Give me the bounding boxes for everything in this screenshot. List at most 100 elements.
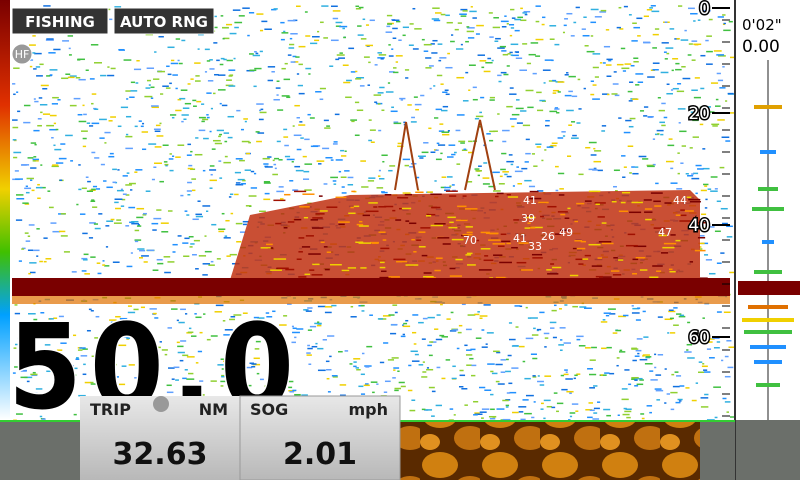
mode-label[interactable]: FISHING: [25, 13, 95, 31]
sonar-speck: [495, 363, 503, 366]
sonar-speck: [178, 62, 183, 65]
sonar-speck: [680, 162, 684, 164]
sonar-speck: [16, 198, 25, 200]
sonar-speck: [257, 318, 261, 321]
school-speck: [584, 254, 591, 257]
sonar-speck: [479, 411, 487, 413]
sonar-speck: [505, 404, 510, 407]
school-speck: [689, 261, 694, 263]
sonar-speck: [56, 349, 63, 351]
sonar-speck: [405, 319, 409, 322]
sonar-speck: [277, 109, 284, 111]
sonar-speck: [506, 358, 509, 361]
school-speck: [684, 210, 694, 212]
data-box[interactable]: [239, 395, 401, 480]
sonar-speck: [687, 357, 695, 359]
sonar-speck: [97, 272, 102, 275]
school-speck: [546, 269, 552, 271]
school-speck: [529, 197, 542, 200]
sonar-speck: [701, 118, 706, 120]
box-label: TRIP: [90, 400, 131, 419]
sonar-speck: [669, 317, 674, 320]
sonar-speck: [235, 183, 244, 186]
sonar-speck: [107, 383, 114, 385]
sonar-speck: [670, 408, 675, 411]
sonar-speck: [550, 144, 557, 147]
sonar-speck: [491, 59, 494, 62]
school-speck: [527, 222, 531, 224]
sonar-speck: [314, 39, 320, 42]
mode-button[interactable]: [11, 7, 109, 35]
sonar-speck: [450, 40, 455, 43]
sonar-speck: [574, 374, 578, 377]
sonar-speck: [83, 113, 87, 116]
sonar-speck: [668, 309, 674, 312]
sonar-speck: [502, 53, 509, 56]
sonar-speck: [592, 418, 600, 420]
sonar-speck: [390, 110, 398, 113]
sonar-speck: [519, 69, 528, 71]
school-speck: [396, 260, 408, 263]
sonar-speck: [33, 337, 36, 339]
sonar-speck: [126, 98, 129, 100]
sonar-speck: [402, 158, 410, 161]
sonar-speck: [149, 308, 157, 310]
sonar-speck: [70, 160, 74, 162]
sonar-speck: [180, 308, 186, 311]
sonar-speck: [631, 348, 639, 350]
sonar-speck: [389, 165, 396, 167]
sonar-speck: [514, 51, 520, 53]
sonar-speck: [253, 85, 257, 88]
sonar-speck: [167, 73, 172, 76]
sonar-speck: [446, 318, 451, 320]
sonar-speck: [190, 243, 195, 245]
sonar-speck: [440, 303, 443, 306]
sonar-speck: [139, 249, 146, 252]
sonar-speck: [483, 162, 488, 164]
school-speck: [575, 258, 588, 261]
sonar-speck: [551, 309, 557, 312]
sonar-speck: [198, 33, 204, 36]
sonar-speck: [512, 411, 519, 414]
sonar-speck: [73, 334, 77, 337]
sonar-speck: [38, 362, 44, 365]
sonar-speck: [223, 161, 231, 164]
sonar-speck: [138, 120, 142, 122]
sonar-speck: [58, 315, 64, 318]
sonar-speck: [481, 417, 484, 419]
sonar-speck: [104, 142, 107, 144]
mode-label[interactable]: AUTO RNG: [120, 13, 208, 31]
sonar-speck: [23, 366, 31, 368]
sonar-speck: [625, 408, 632, 410]
sonar-speck: [703, 10, 711, 12]
sonar-speck: [694, 77, 700, 79]
sonar-speck: [613, 169, 618, 172]
sonar-speck: [255, 52, 259, 55]
sonar-speck: [24, 187, 32, 190]
sonar-speck: [242, 220, 249, 223]
mode-button[interactable]: [113, 7, 215, 35]
school-speck: [462, 195, 467, 197]
school-speck: [656, 270, 662, 272]
sonar-speck: [466, 364, 472, 366]
sonar-speck: [445, 93, 450, 96]
sonar-speck: [361, 310, 365, 312]
sonar-speck: [593, 167, 597, 170]
sonar-speck: [410, 121, 417, 123]
sonar-speck: [37, 197, 41, 200]
sonar-speck: [451, 377, 457, 380]
sonar-speck: [520, 418, 526, 421]
sonar-speck: [720, 252, 725, 254]
sonar-speck: [36, 255, 39, 257]
sonar-speck: [347, 184, 354, 186]
sonar-speck: [465, 40, 469, 43]
fish-depth: 41: [513, 232, 527, 245]
sonar-speck: [125, 133, 129, 136]
sonar-speck: [215, 304, 224, 307]
sonar-speck: [500, 71, 507, 74]
sonar-speck: [369, 314, 373, 316]
sonar-speck: [104, 265, 110, 267]
sonar-speck: [541, 402, 544, 405]
school-speck: [277, 267, 289, 269]
